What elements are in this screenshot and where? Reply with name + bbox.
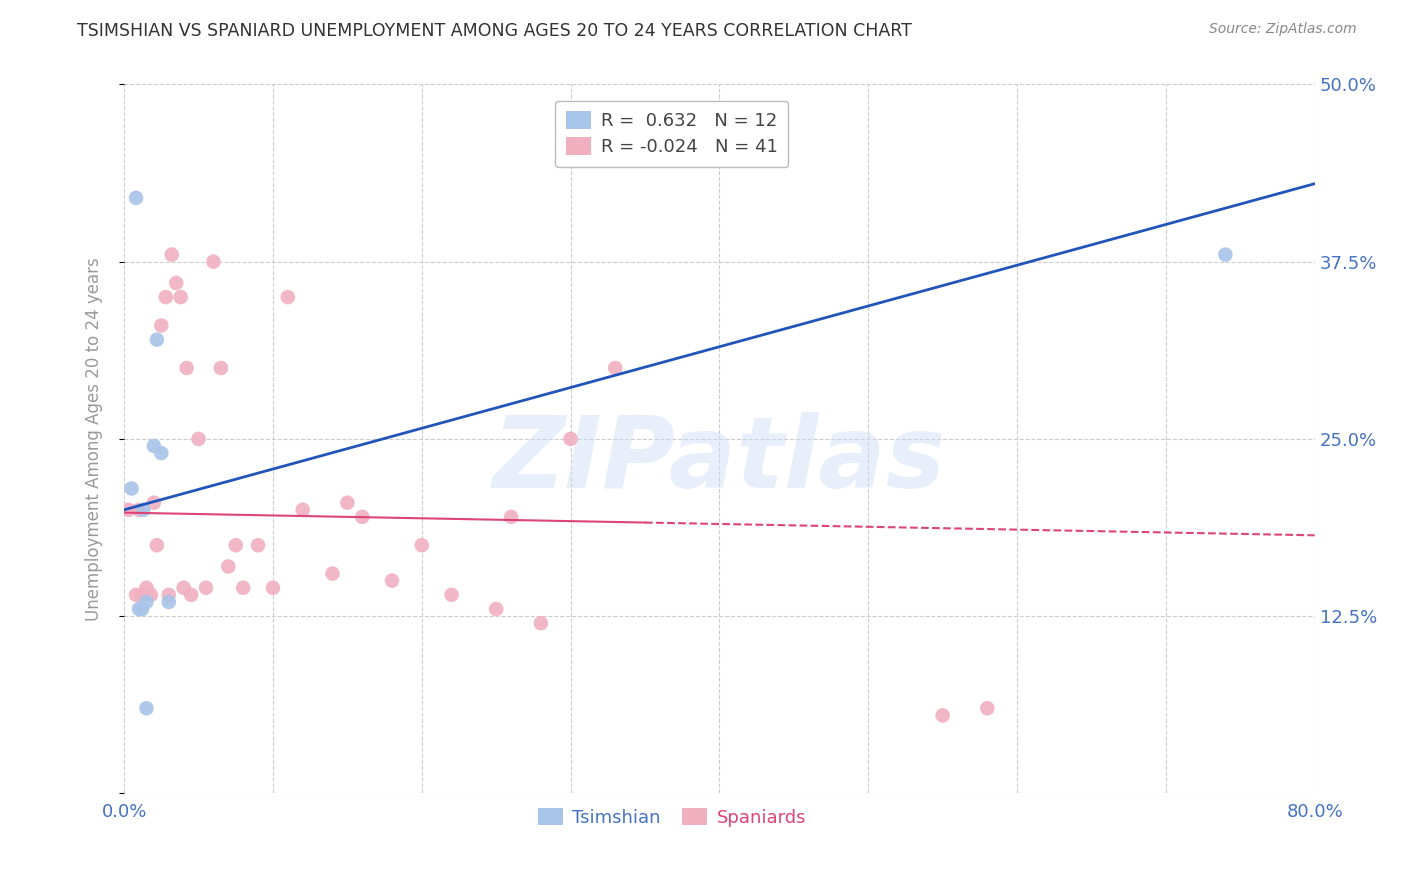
Text: TSIMSHIAN VS SPANIARD UNEMPLOYMENT AMONG AGES 20 TO 24 YEARS CORRELATION CHART: TSIMSHIAN VS SPANIARD UNEMPLOYMENT AMONG… [77, 22, 912, 40]
Point [131, 602, 153, 616]
Point [321, 566, 343, 581]
Point [560, 432, 582, 446]
Point [146, 333, 169, 347]
Point [117, 503, 139, 517]
Legend: Tsimshian, Spaniards: Tsimshian, Spaniards [530, 801, 813, 834]
Point [605, 361, 627, 376]
Point [277, 290, 299, 304]
Point [165, 276, 187, 290]
Point [381, 574, 404, 588]
Point [135, 595, 157, 609]
Point [499, 509, 522, 524]
Point [155, 290, 177, 304]
Point [128, 503, 150, 517]
Point [157, 588, 180, 602]
Point [291, 503, 314, 517]
Point [180, 588, 202, 602]
Point [131, 588, 153, 602]
Point [160, 247, 183, 261]
Point [1215, 247, 1237, 261]
Point [173, 581, 195, 595]
Point [125, 191, 148, 205]
Point [142, 496, 165, 510]
Point [217, 559, 239, 574]
Point [411, 538, 433, 552]
Point [336, 496, 359, 510]
Point [139, 588, 162, 602]
Point [209, 361, 232, 376]
Point [132, 503, 155, 517]
Point [232, 581, 254, 595]
Point [262, 581, 284, 595]
Point [142, 439, 165, 453]
Point [440, 588, 463, 602]
Point [976, 701, 998, 715]
Point [485, 602, 508, 616]
Y-axis label: Unemployment Among Ages 20 to 24 years: Unemployment Among Ages 20 to 24 years [86, 257, 103, 621]
Point [202, 254, 225, 268]
Point [931, 708, 953, 723]
Point [125, 588, 148, 602]
Text: Source: ZipAtlas.com: Source: ZipAtlas.com [1209, 22, 1357, 37]
Point [195, 581, 218, 595]
Point [128, 602, 150, 616]
Point [225, 538, 247, 552]
Point [352, 509, 374, 524]
Point [146, 538, 169, 552]
Point [530, 616, 553, 631]
Point [187, 432, 209, 446]
Point [247, 538, 270, 552]
Point [135, 701, 157, 715]
Point [135, 581, 157, 595]
Point [121, 482, 143, 496]
Point [150, 446, 173, 460]
Point [176, 361, 198, 376]
Point [157, 595, 180, 609]
Text: ZIPatlas: ZIPatlas [494, 412, 946, 508]
Point [170, 290, 193, 304]
Point [150, 318, 173, 333]
